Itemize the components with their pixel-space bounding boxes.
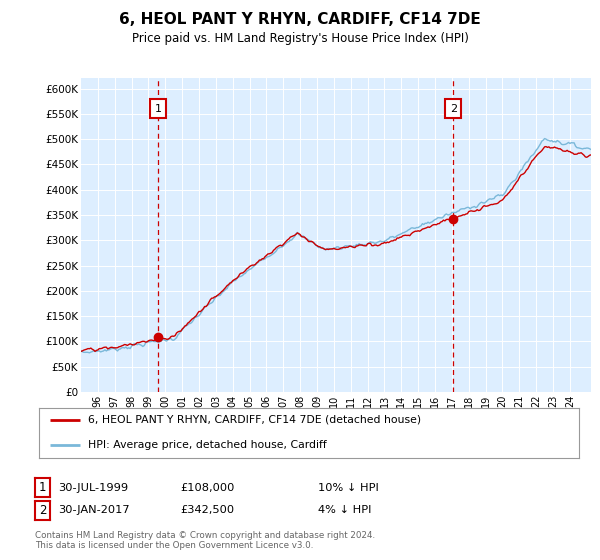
Text: 6, HEOL PANT Y RHYN, CARDIFF, CF14 7DE (detached house): 6, HEOL PANT Y RHYN, CARDIFF, CF14 7DE (… (88, 415, 421, 425)
Text: 6, HEOL PANT Y RHYN, CARDIFF, CF14 7DE: 6, HEOL PANT Y RHYN, CARDIFF, CF14 7DE (119, 12, 481, 27)
Text: 1: 1 (39, 481, 46, 494)
Text: 2: 2 (449, 104, 457, 114)
Text: Contains HM Land Registry data © Crown copyright and database right 2024.
This d: Contains HM Land Registry data © Crown c… (35, 531, 375, 550)
Text: £342,500: £342,500 (180, 505, 234, 515)
Text: 30-JUL-1999: 30-JUL-1999 (58, 483, 128, 493)
Text: 4% ↓ HPI: 4% ↓ HPI (318, 505, 371, 515)
Text: £108,000: £108,000 (180, 483, 235, 493)
Text: 30-JAN-2017: 30-JAN-2017 (58, 505, 130, 515)
Text: 10% ↓ HPI: 10% ↓ HPI (318, 483, 379, 493)
Text: Price paid vs. HM Land Registry's House Price Index (HPI): Price paid vs. HM Land Registry's House … (131, 32, 469, 45)
Text: HPI: Average price, detached house, Cardiff: HPI: Average price, detached house, Card… (88, 440, 326, 450)
Text: 2: 2 (39, 503, 46, 517)
Text: 1: 1 (155, 104, 162, 114)
